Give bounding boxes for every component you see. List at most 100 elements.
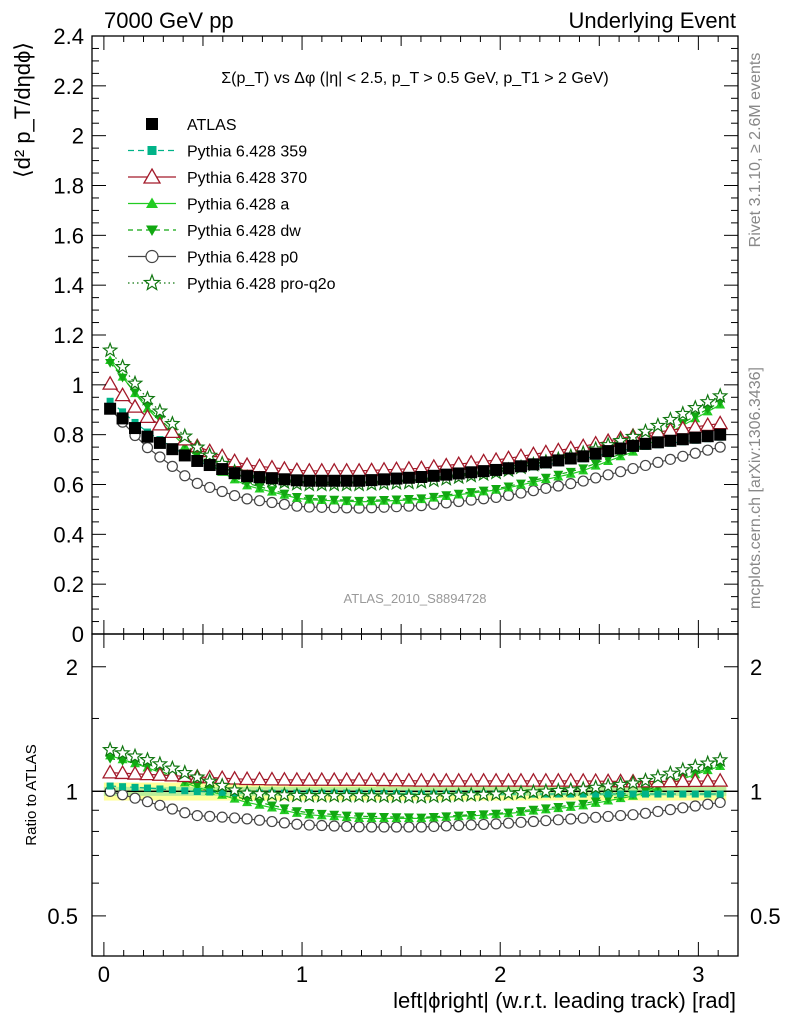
ratio-point-pq2o (562, 781, 580, 798)
ratio-point-pp0 (328, 820, 340, 832)
ratio-point-p370 (114, 764, 131, 780)
ratio-point-pdw (354, 812, 365, 822)
main-point-pdw (391, 495, 402, 505)
main-point-data (116, 412, 129, 425)
main-point-pq2o (624, 427, 642, 444)
main-point-pp0 (303, 501, 315, 513)
ratio-y-tick-label-right: 1 (750, 779, 762, 804)
main-point-data (415, 470, 428, 483)
x-axis-label: left|ϕright| (w.r.t. leading track) [rad… (393, 988, 736, 1013)
main-point-p370 (313, 462, 330, 477)
ratio-point-pq2o (686, 758, 704, 774)
ratio-point-pdw (192, 781, 203, 791)
main-y-tick-label: 1.2 (53, 323, 84, 348)
ratio-y-tick-label: 1 (66, 779, 78, 804)
main-point-data (614, 442, 627, 455)
main-point-p370 (101, 375, 119, 390)
ratio-point-pq2o (711, 751, 729, 768)
ratio-point-p359 (193, 787, 201, 795)
ratio-point-pq2o (126, 747, 144, 764)
ratio-point-pdw (491, 809, 502, 819)
ratio-point-pp0 (378, 821, 390, 833)
ratio-point-pq2o (213, 777, 231, 793)
ratio-point-pp0 (216, 811, 228, 823)
legend-marker-pq2o (142, 273, 162, 291)
ratio-point-pdw (428, 812, 439, 822)
ratio-point-p370 (438, 772, 455, 787)
main-point-pp0 (502, 489, 515, 501)
main-point-data (502, 462, 515, 475)
ratio-point-pp0 (465, 819, 477, 831)
main-point-data (490, 463, 503, 476)
main-y-tick-label: 0.2 (53, 572, 84, 597)
main-point-pdw (565, 467, 576, 477)
legend-label-pa: Pythia 6.428 a (187, 197, 289, 214)
ratio-point-pp0 (141, 796, 154, 808)
main-point-pp0 (702, 444, 714, 456)
main-point-pp0 (540, 482, 552, 494)
ratio-point-pq2o (487, 785, 505, 802)
legend-marker-p359 (147, 146, 157, 155)
main-y-axis-label: ⟨d² p_T/dηdϕ⟩ (10, 42, 35, 178)
main-point-data (378, 473, 391, 486)
ratio-point-p359 (691, 790, 699, 798)
legend-entry-pp0: Pythia 6.428 p0 (128, 250, 298, 267)
main-point-pp0 (490, 491, 502, 504)
ratio-point-pq2o (164, 759, 181, 776)
ratio-point-p370 (450, 772, 467, 787)
main-y-tick-label: 2 (72, 124, 84, 149)
ratio-point-p359 (641, 790, 649, 798)
ratio-point-pq2o (500, 784, 517, 801)
legend-entry-data: ATLAS (146, 117, 237, 134)
main-point-pdw (316, 495, 327, 505)
ratio-point-pq2o (574, 780, 592, 797)
main-point-pq2o (151, 402, 169, 419)
main-point-data (427, 469, 440, 482)
legend-entry-pdw: Pythia 6.428 dw (128, 223, 301, 240)
ratio-point-pdw (316, 809, 327, 819)
ratio-point-pq2o (176, 764, 194, 780)
ratio-point-pp0 (341, 820, 353, 833)
ratio-point-pp0 (403, 821, 415, 833)
ratio-point-pq2o (612, 776, 629, 792)
main-point-data (514, 460, 527, 473)
main-point-p370 (363, 462, 380, 477)
ratio-point-pp0 (527, 815, 540, 828)
main-point-p370 (301, 462, 318, 477)
ratio-point-pq2o (462, 786, 480, 803)
ratio-point-pq2o (475, 785, 492, 802)
main-point-data (153, 436, 166, 449)
main-point-pp0 (204, 481, 216, 494)
main-point-pp0 (141, 442, 154, 454)
ratio-point-pdw (291, 807, 302, 817)
main-point-pq2o (188, 438, 206, 455)
main-point-pdw (491, 485, 502, 494)
ratio-point-pq2o (201, 772, 219, 789)
ratio-point-pp0 (303, 819, 315, 831)
ratio-point-pq2o (151, 755, 169, 772)
ratio-point-p370 (699, 772, 716, 787)
main-point-data (527, 458, 540, 471)
main-point-pp0 (278, 498, 291, 510)
ratio-point-p370 (475, 772, 492, 787)
main-point-pp0 (191, 477, 203, 489)
ratio-point-p370 (276, 771, 293, 786)
main-point-data (228, 467, 241, 480)
ratio-point-p359 (617, 790, 625, 798)
main-point-pdw (466, 488, 477, 497)
ratio-point-p359 (206, 788, 214, 796)
ratio-point-p359 (156, 785, 164, 793)
main-point-data (166, 443, 179, 456)
ratio-point-pq2o (425, 787, 443, 804)
main-point-data (203, 459, 216, 472)
main-point-p370 (139, 408, 156, 424)
ratio-point-pq2o (188, 768, 206, 785)
ratio-point-pq2o (637, 771, 654, 788)
main-point-data (141, 430, 154, 443)
main-point-pdw (702, 405, 713, 415)
ratio-point-pp0 (353, 821, 365, 833)
ratio-point-p370 (263, 771, 281, 786)
main-y-tick-label: 0 (72, 622, 84, 647)
legend-label-p359: Pythia 6.428 359 (187, 144, 307, 161)
